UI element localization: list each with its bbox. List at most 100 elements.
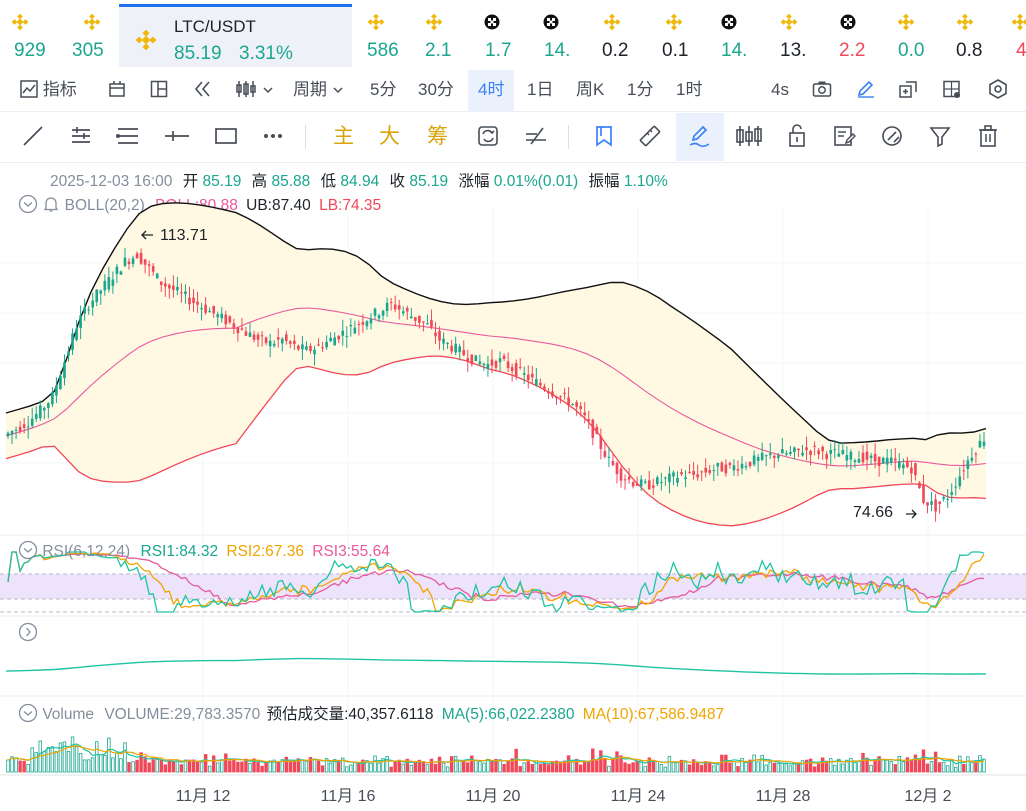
ticker-item[interactable]: 0.8 <box>942 0 1002 70</box>
kline-chart[interactable]: 113.71 74.66 11月 12 11月 16 11月 20 11月 24… <box>0 163 1026 811</box>
x-tick: 11月 24 <box>611 788 666 805</box>
refresh-rate[interactable]: 4s <box>771 80 789 99</box>
candle-body <box>59 376 62 389</box>
volume-bar <box>603 757 607 773</box>
interval-1m[interactable]: 1分 <box>627 80 654 99</box>
channel-tool[interactable] <box>116 113 140 161</box>
volume-bar <box>316 760 321 773</box>
draw-button[interactable] <box>856 70 876 112</box>
ticker-item[interactable]: 0.0 <box>886 0 942 70</box>
candle-body <box>248 332 252 337</box>
expand-icon[interactable] <box>18 622 38 642</box>
filter-tool[interactable] <box>928 113 952 161</box>
interval-1w[interactable]: 周K <box>576 80 605 99</box>
collapse-icon[interactable] <box>18 703 38 723</box>
hline-tool[interactable] <box>70 113 92 161</box>
ticker-item[interactable]: 1.7 <box>466 0 526 70</box>
chip-tool[interactable]: 筹 <box>427 125 448 148</box>
volume-bar <box>482 762 486 773</box>
interval-1d[interactable]: 1日 <box>527 80 554 99</box>
replay-button[interactable] <box>193 70 213 112</box>
binance-icon <box>898 14 914 30</box>
candle-body <box>748 461 752 467</box>
bookmark-tool[interactable] <box>592 113 616 161</box>
open-label: 开 <box>182 173 199 190</box>
volume-bar <box>284 756 289 773</box>
candle-body <box>289 341 292 344</box>
interval-30m[interactable]: 30分 <box>418 80 454 99</box>
ticker-item[interactable]: 2.2 <box>824 0 886 70</box>
candle-body <box>244 331 248 336</box>
candle-body <box>377 315 381 319</box>
candle-body <box>143 259 147 265</box>
volume-bar <box>62 741 67 773</box>
collapse-icon[interactable] <box>18 194 38 214</box>
candle-body <box>660 481 663 483</box>
candle-body <box>595 426 599 434</box>
note-tool[interactable] <box>832 113 856 161</box>
indicator-button[interactable]: 指标 <box>20 70 77 112</box>
volume-bar <box>699 764 704 773</box>
interval-4h[interactable]: 4时 <box>468 70 515 112</box>
delete-tool[interactable] <box>976 113 1000 161</box>
sync-tool[interactable] <box>476 113 500 161</box>
ticker-item[interactable]: 4 <box>1002 0 1026 70</box>
collapse-icon[interactable] <box>18 540 38 560</box>
ruler-tool[interactable] <box>638 113 662 161</box>
volume-bar <box>857 760 861 773</box>
candle-body <box>555 396 558 399</box>
lock-tool[interactable] <box>786 113 808 161</box>
candle-body <box>647 480 651 490</box>
candle-body <box>63 362 66 379</box>
trendline-tool[interactable] <box>22 113 44 161</box>
chart-type-dropdown[interactable] <box>235 70 274 112</box>
main-force-tool[interactable]: 主 <box>333 125 354 148</box>
ticker-item[interactable]: 0.2 <box>586 0 648 70</box>
volume-bar <box>526 761 530 773</box>
ticker-item[interactable]: 14. <box>704 0 764 70</box>
active-pair-tab[interactable]: LTC/USDT 85.19 3.31% <box>119 4 352 67</box>
measure-tool[interactable] <box>523 113 549 161</box>
candle-body <box>732 465 736 471</box>
draw-mode-tool[interactable] <box>676 113 724 161</box>
period-dropdown[interactable]: 周期 <box>293 70 344 112</box>
candle-body <box>200 307 203 310</box>
candle-body <box>841 449 845 455</box>
screenshot-button[interactable] <box>812 70 832 112</box>
settings-button[interactable] <box>988 70 1008 112</box>
ticker-value: 0.8 <box>956 40 983 61</box>
interval-1h[interactable]: 1时 <box>676 80 703 99</box>
interval-5m[interactable]: 5分 <box>370 80 397 99</box>
horizontal-ray-icon <box>165 131 189 141</box>
candle-body <box>462 350 466 356</box>
layout-button[interactable] <box>150 70 168 112</box>
paint-tool[interactable] <box>880 113 904 161</box>
checker-icon <box>721 14 737 30</box>
big-order-tool[interactable]: 大 <box>379 125 400 148</box>
candle-body <box>922 485 925 503</box>
calculator-button[interactable] <box>942 70 962 112</box>
template-button[interactable] <box>108 70 126 112</box>
magnet-tool[interactable] <box>735 113 763 161</box>
ticker-item[interactable]: 13. <box>764 0 824 70</box>
candle-body <box>696 474 699 478</box>
rectangle-tool[interactable] <box>214 113 238 161</box>
layout-icon <box>150 80 168 98</box>
ticker-item[interactable]: 2.1 <box>408 0 466 70</box>
volume-bar <box>296 758 301 773</box>
bell-icon[interactable] <box>42 195 60 213</box>
ticker-item[interactable]: 305 <box>58 0 118 70</box>
ticker-item[interactable]: 14. <box>526 0 586 70</box>
ray-tool[interactable] <box>164 113 190 161</box>
volume-bar <box>881 758 885 773</box>
more-tools[interactable] <box>262 113 284 161</box>
ticker-item[interactable]: 0.1 <box>648 0 704 70</box>
volume-bar <box>365 760 369 773</box>
ticker-item[interactable]: 929 <box>0 0 58 70</box>
volume-bar <box>50 746 55 773</box>
ticker-value: 0.1 <box>662 40 689 61</box>
add-window-button[interactable] <box>898 70 918 112</box>
volume-bar <box>506 760 510 773</box>
candle-body <box>805 447 808 451</box>
ticker-item[interactable]: 586 <box>352 0 408 70</box>
